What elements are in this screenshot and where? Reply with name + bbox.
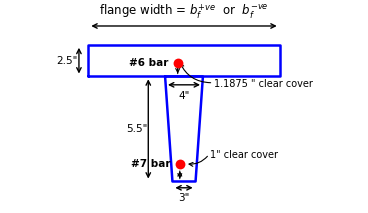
Text: flange width = $b_f^{+ve}$  or  $b_f^{-ve}$: flange width = $b_f^{+ve}$ or $b_f^{-ve}…	[99, 2, 269, 21]
Text: 1.1875 " clear cover: 1.1875 " clear cover	[215, 79, 313, 89]
Text: 2.5": 2.5"	[57, 56, 78, 66]
Text: 4": 4"	[178, 91, 190, 101]
Text: 1" clear cover: 1" clear cover	[210, 150, 278, 160]
Text: #7 bar: #7 bar	[131, 159, 170, 169]
Point	[177, 162, 183, 165]
Text: #6 bar: #6 bar	[129, 58, 168, 68]
Text: 5.5": 5.5"	[126, 124, 147, 134]
Text: 3": 3"	[178, 193, 190, 203]
Point	[175, 61, 181, 65]
